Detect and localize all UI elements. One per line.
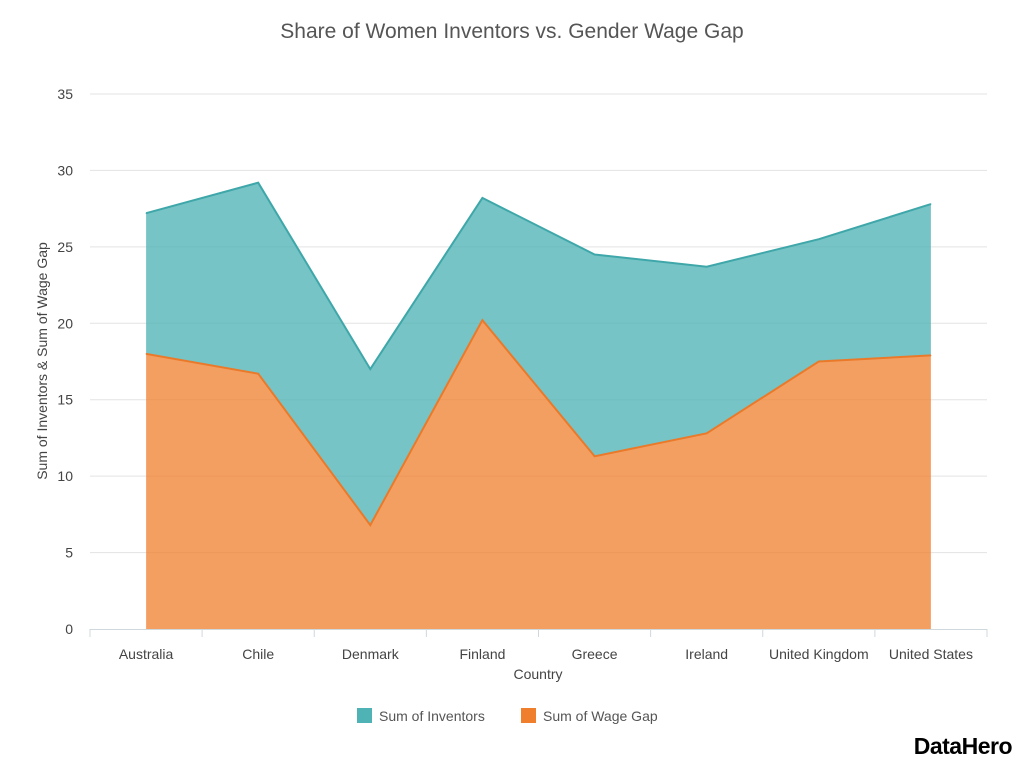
- legend-item: Sum of Inventors: [357, 708, 485, 724]
- legend: Sum of Inventors Sum of Wage Gap: [357, 708, 658, 724]
- y-axis-tick-labels: 0 5 10 15 20 25 30 35: [57, 86, 73, 637]
- area-wage-gap: [146, 320, 931, 629]
- y-tick-label: 20: [57, 315, 73, 331]
- x-tick-label: Ireland: [685, 646, 728, 662]
- point-inventors: [257, 182, 259, 184]
- y-tick-label: 5: [65, 545, 73, 561]
- legend-swatch: [357, 708, 372, 723]
- point-wage-gap: [930, 354, 932, 356]
- legend-label: Sum of Inventors: [379, 708, 485, 724]
- y-tick-label: 15: [57, 392, 73, 408]
- point-inventors: [594, 254, 596, 255]
- point-wage-gap: [257, 373, 259, 375]
- chart-title: Share of Women Inventors vs. Gender Wage…: [280, 20, 743, 43]
- area-series: [145, 181, 932, 629]
- legend-swatch: [521, 708, 536, 723]
- point-inventors: [481, 197, 483, 199]
- point-wage-gap: [706, 432, 708, 434]
- y-tick-label: 10: [57, 468, 73, 484]
- y-tick-label: 35: [57, 86, 73, 102]
- x-tick-label: Chile: [242, 646, 274, 662]
- point-inventors: [930, 203, 932, 205]
- point-inventors: [706, 266, 708, 268]
- x-tick-label: Greece: [572, 646, 618, 662]
- x-tick-label: United States: [889, 646, 973, 662]
- point-wage-gap: [145, 353, 147, 355]
- x-axis-tick-labels: Australia Chile Denmark Finland Greece Irelan…: [119, 646, 973, 662]
- y-tick-label: 25: [57, 239, 73, 255]
- line-wage-gap: [145, 318, 931, 527]
- x-tick-label: Denmark: [342, 646, 400, 662]
- point-wage-gap: [369, 524, 371, 526]
- x-tick-label: Finland: [459, 646, 505, 662]
- line-inventors: [145, 181, 932, 371]
- point-wage-gap: [481, 319, 483, 321]
- area-inventors: [146, 182, 931, 526]
- legend-label: Sum of Wage Gap: [543, 708, 658, 724]
- y-tick-label: 30: [57, 162, 73, 178]
- x-tick-label: United Kingdom: [769, 646, 869, 662]
- y-tick-label: 0: [65, 621, 73, 637]
- point-wage-gap: [594, 455, 596, 457]
- x-axis: [89, 629, 988, 637]
- y-axis-title: Sum of Inventors & Sum of Wage Gap: [34, 242, 50, 480]
- point-inventors: [818, 238, 820, 240]
- x-axis-title: Country: [513, 666, 562, 682]
- point-inventors: [369, 368, 371, 370]
- point-wage-gap: [818, 361, 820, 362]
- legend-item: Sum of Wage Gap: [521, 708, 658, 724]
- datahero-logo: DataHero: [914, 733, 1013, 759]
- point-inventors: [145, 212, 147, 214]
- x-tick-label: Australia: [119, 646, 174, 662]
